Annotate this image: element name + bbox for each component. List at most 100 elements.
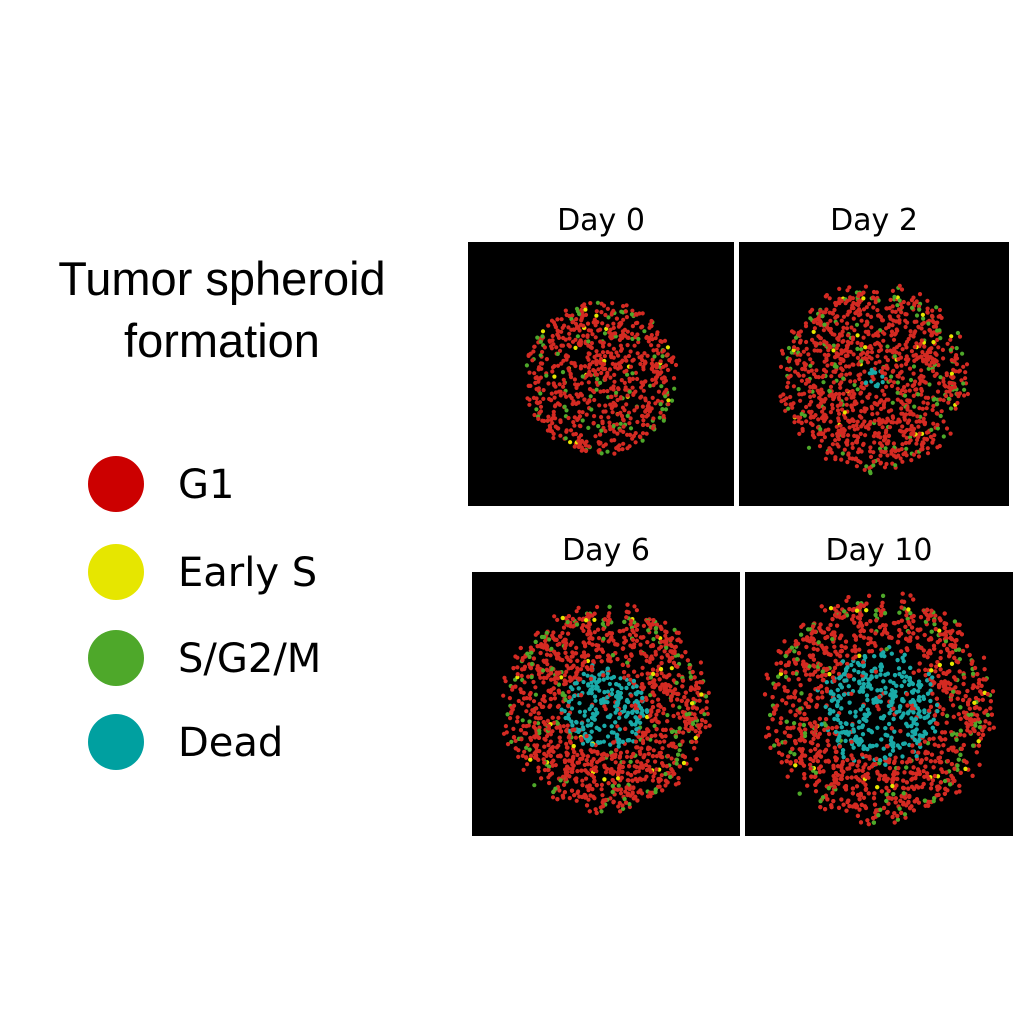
cell-dot [564,669,569,674]
cell-dot [685,706,691,711]
cell-dot [535,401,541,406]
cell-dot [953,369,958,374]
cell-dot [617,800,622,806]
cell-dot [928,434,933,439]
cell-dot [636,734,641,739]
cell-dot [557,641,562,646]
cell-dot [898,355,904,360]
cell-dot [831,380,836,385]
cell-dot [566,366,571,371]
cell-dot [612,451,617,456]
cell-dot [926,357,931,362]
cell-dot [914,441,919,446]
cell-dot [545,718,550,723]
cell-dot [899,406,904,411]
cell-dot [668,649,673,654]
cell-dot [831,348,836,353]
cell-dot [592,675,597,680]
cell-dot [854,464,859,469]
cell-dot [927,363,932,368]
cell-dot [828,410,833,415]
cell-dot [595,300,600,305]
cell-dot [654,767,659,772]
cell-dot [788,402,793,407]
cell-dot [785,384,790,390]
cell-dot [912,319,917,324]
cell-dot [835,442,840,447]
cell-dot [583,312,589,317]
cell-dot [676,781,681,786]
cell-dot [845,321,850,326]
cell-dot [677,715,682,720]
cell-dot [626,410,632,415]
cell-dot [563,354,568,359]
cell-dot [890,309,895,314]
cell-dot [921,374,926,379]
cell-dot [903,450,908,455]
cell-dot [603,403,608,408]
cell-dot [659,671,664,676]
cell-dot [549,771,554,776]
cell-dot [581,628,586,633]
cell-dot [584,439,589,444]
cell-dot [827,388,832,393]
cell-dot [920,447,925,452]
cell-dot [599,451,604,456]
cell-dot [845,333,851,338]
cell-dot [640,404,645,409]
cell-dot [909,349,914,354]
cell-dot [547,780,552,786]
cell-dot [905,405,910,410]
cell-dot [607,631,612,636]
cell-dot [655,369,660,374]
cell-dot [824,415,829,420]
cell-dot [891,368,896,373]
cell-dot [847,425,852,430]
cell-dot [781,392,786,397]
cell-dot [585,762,590,767]
cell-dot [663,620,668,625]
cell-dot [568,739,573,744]
cell-dot [686,728,691,733]
cell-dot [625,792,630,798]
cell-dot [624,358,629,363]
cell-dot [883,446,888,451]
cell-dot [879,449,884,454]
cell-dot [924,361,929,366]
cell-dot [568,659,573,664]
cell-dot [868,454,874,459]
cell-dot [880,443,885,448]
cell-dot [608,770,613,775]
cell-dot [900,388,905,393]
cell-dot [564,429,569,434]
cell-dot [944,426,950,431]
cell-dot [658,667,664,672]
cell-dot [820,374,825,380]
cell-dot [531,679,536,685]
cell-dot [823,396,828,402]
cell-dot [630,358,635,363]
cell-dot [552,720,557,725]
cell-dot [564,408,569,413]
cell-dot [594,358,599,363]
cell-dot [849,340,854,345]
cell-dot [843,353,849,358]
cell-dot [630,385,635,390]
cell-dot [899,287,905,292]
cell-dot [578,433,584,438]
cell-dot [536,765,541,770]
cell-dot [633,731,639,736]
cell-dot [582,302,587,307]
cell-dot [637,434,642,439]
cell-dot [783,408,788,413]
cell-dot [523,731,528,736]
cell-dot [662,338,668,343]
cell-dot [557,348,563,353]
cell-dot [808,309,813,314]
cell-dot [624,754,630,759]
cell-dot [501,693,506,698]
cell-dot [584,776,589,781]
cell-dot [646,751,651,756]
cell-dot [544,630,549,635]
cell-dot [881,405,886,410]
